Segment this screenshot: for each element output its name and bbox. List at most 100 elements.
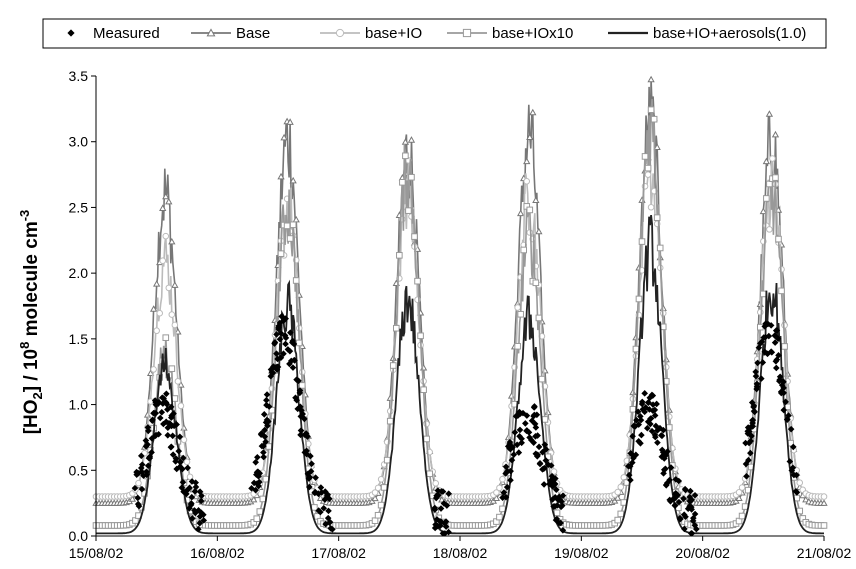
data-point: [638, 431, 645, 439]
data-point: [134, 494, 142, 502]
data-point: [525, 429, 533, 436]
data-point: [533, 453, 541, 460]
data-point: [752, 372, 760, 380]
data-point: [436, 522, 444, 530]
data-point: [653, 400, 660, 408]
data-point: [253, 480, 261, 487]
data-point: [635, 295, 643, 303]
data-point: [617, 510, 625, 518]
data-point: [374, 511, 382, 519]
data-point: [138, 461, 146, 468]
data-point: [184, 464, 191, 472]
data-point: [292, 394, 299, 402]
data-point: [763, 195, 770, 202]
data-point: [276, 335, 284, 343]
data-point: [820, 522, 828, 529]
data-point: [517, 310, 524, 318]
data-point: [407, 136, 416, 143]
y-tick-label: 2.5: [69, 199, 89, 215]
data-point: [402, 152, 409, 160]
data-point: [766, 180, 773, 188]
data-point: [143, 468, 150, 476]
data-point: [790, 443, 797, 451]
data-point: [380, 484, 388, 491]
data-point: [325, 507, 332, 515]
data-point: [757, 375, 765, 382]
data-point: [171, 321, 179, 329]
data-point: [502, 463, 510, 471]
data-point: [176, 463, 184, 470]
data-point: [781, 343, 788, 350]
data-point: [168, 365, 176, 372]
data-point: [289, 364, 297, 371]
data-point: [516, 432, 523, 440]
data-point: [735, 494, 743, 502]
data-point: [433, 516, 441, 523]
data-point: [772, 174, 779, 181]
data-point: [167, 403, 175, 411]
data-point: [666, 496, 674, 504]
series-line: [96, 155, 824, 498]
legend-box: [42, 18, 827, 49]
data-point: [143, 471, 151, 479]
data-point: [747, 449, 754, 457]
data-point: [764, 350, 771, 358]
data-point: [506, 445, 513, 452]
data-point: [179, 478, 187, 486]
data-point: [307, 467, 315, 475]
data-point: [771, 339, 779, 346]
data-point: [288, 357, 295, 365]
data-point: [820, 499, 828, 506]
data-point: [638, 238, 646, 245]
data-point: [171, 395, 179, 402]
data-point: [644, 164, 652, 172]
data-point: [267, 366, 275, 373]
data-point: [523, 157, 531, 165]
data-point: [528, 436, 535, 444]
data-point: [197, 509, 205, 517]
data-point: [532, 279, 540, 287]
data-point: [168, 237, 176, 245]
data-point: [252, 458, 259, 466]
data-point: [165, 419, 173, 427]
data-point: [311, 504, 318, 511]
data-point: [653, 214, 661, 221]
data-point: [742, 439, 749, 447]
legend-symbol: [67, 29, 75, 37]
data-point: [532, 433, 539, 440]
data-point: [423, 435, 430, 443]
data-point: [753, 380, 761, 388]
data-point: [743, 472, 750, 480]
data-point: [164, 406, 171, 413]
data-point: [442, 523, 450, 530]
data-point: [292, 215, 300, 223]
data-point: [301, 449, 309, 456]
data-point: [641, 390, 648, 397]
data-point: [776, 373, 784, 381]
data-point: [186, 504, 193, 512]
data-point: [671, 502, 679, 510]
data-point: [793, 489, 801, 496]
data-point: [260, 453, 267, 461]
data-point: [644, 399, 652, 406]
data-point: [535, 443, 543, 451]
data-point: [778, 389, 785, 397]
data-point: [514, 304, 521, 311]
data-point: [186, 484, 193, 492]
data-point: [638, 400, 646, 408]
data-point: [506, 440, 514, 448]
data-point: [747, 437, 754, 445]
data-point: [183, 490, 190, 498]
legend: Measured Base base+IO base+IOx10 base+IO+aer…: [42, 18, 827, 49]
data-point: [308, 460, 315, 468]
data-point: [197, 497, 205, 505]
data-point: [541, 464, 548, 472]
data-point: [552, 516, 560, 524]
data-point: [433, 492, 440, 500]
data-point: [637, 416, 645, 424]
data-point: [186, 473, 194, 481]
data-point: [283, 222, 291, 230]
legend-entry: base+IOx10: [447, 25, 573, 42]
data-point: [264, 422, 271, 430]
data-point: [532, 424, 540, 431]
